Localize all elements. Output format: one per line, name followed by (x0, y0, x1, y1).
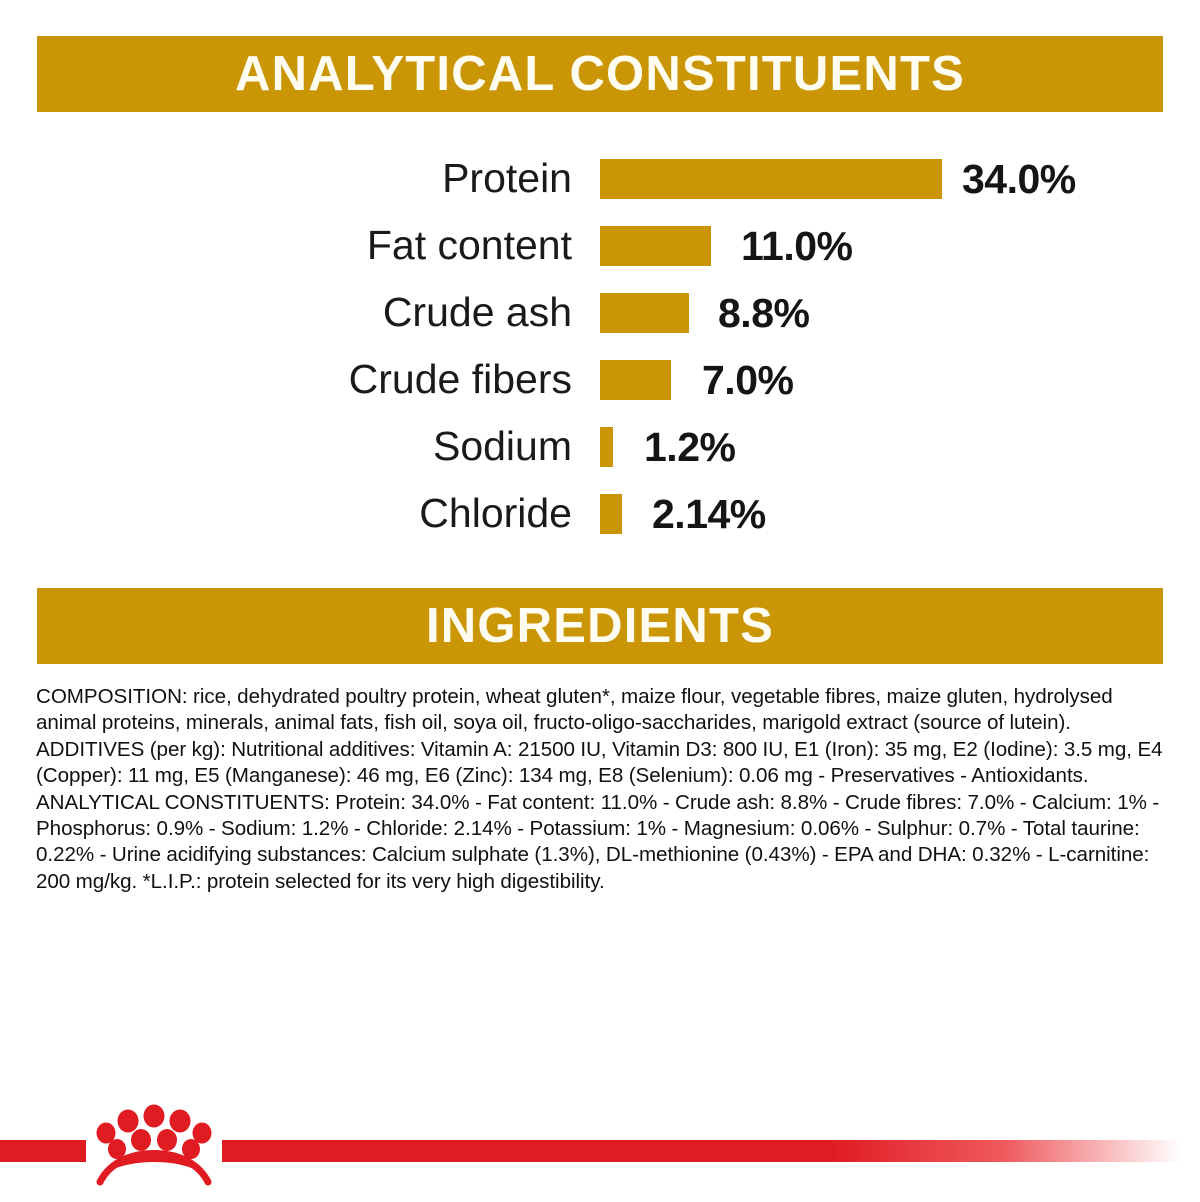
chart-row-label: Crude fibers (348, 356, 572, 402)
chart-row-label: Protein (442, 155, 572, 201)
chart-row-label: Sodium (432, 423, 572, 469)
chart-row-label: Chloride (419, 490, 572, 536)
footer (0, 1104, 1200, 1200)
chart-row-bar (600, 226, 711, 266)
analytical-constituents-bar-chart: Protein 34.0% Fat content 11.0% Crude as… (0, 148, 1200, 550)
chart-row-value: 7.0% (702, 357, 794, 403)
chart-row-bar (600, 159, 942, 199)
footer-rule-right (222, 1140, 1200, 1162)
section-header-analytical-constituents: ANALYTICAL CONSTITUENTS (37, 36, 1163, 112)
chart-row-label: Crude ash (382, 289, 572, 335)
section-header-analytical-constituents-title: ANALYTICAL CONSTITUENTS (235, 46, 965, 101)
chart-row-value: 11.0% (741, 223, 853, 269)
chart-row-bar (600, 427, 613, 467)
chart-row-label: Fat content (366, 222, 572, 268)
chart-row-bar (600, 494, 622, 534)
chart-row-value: 8.8% (718, 290, 810, 336)
chart-row-bar (600, 360, 671, 400)
chart-row-value: 1.2% (644, 424, 736, 470)
chart-row: Fat content 11.0% (0, 215, 1200, 282)
chart-row: Chloride 2.14% (0, 483, 1200, 550)
chart-row: Crude fibers 7.0% (0, 349, 1200, 416)
chart-row-value: 2.14% (652, 491, 766, 537)
composition-text: COMPOSITION: rice, dehydrated poultry pr… (36, 685, 1163, 893)
chart-row-value: 34.0% (962, 156, 1076, 202)
royal-canin-crown-logo (96, 1104, 212, 1186)
chart-row: Crude ash 8.8% (0, 282, 1200, 349)
footer-rule-left (0, 1140, 86, 1162)
section-header-ingredients-title: INGREDIENTS (425, 598, 775, 653)
section-header-ingredients: INGREDIENTS (37, 588, 1163, 664)
chart-row-bar (600, 293, 689, 333)
chart-row: Protein 34.0% (0, 148, 1200, 215)
chart-row: Sodium 1.2% (0, 416, 1200, 483)
